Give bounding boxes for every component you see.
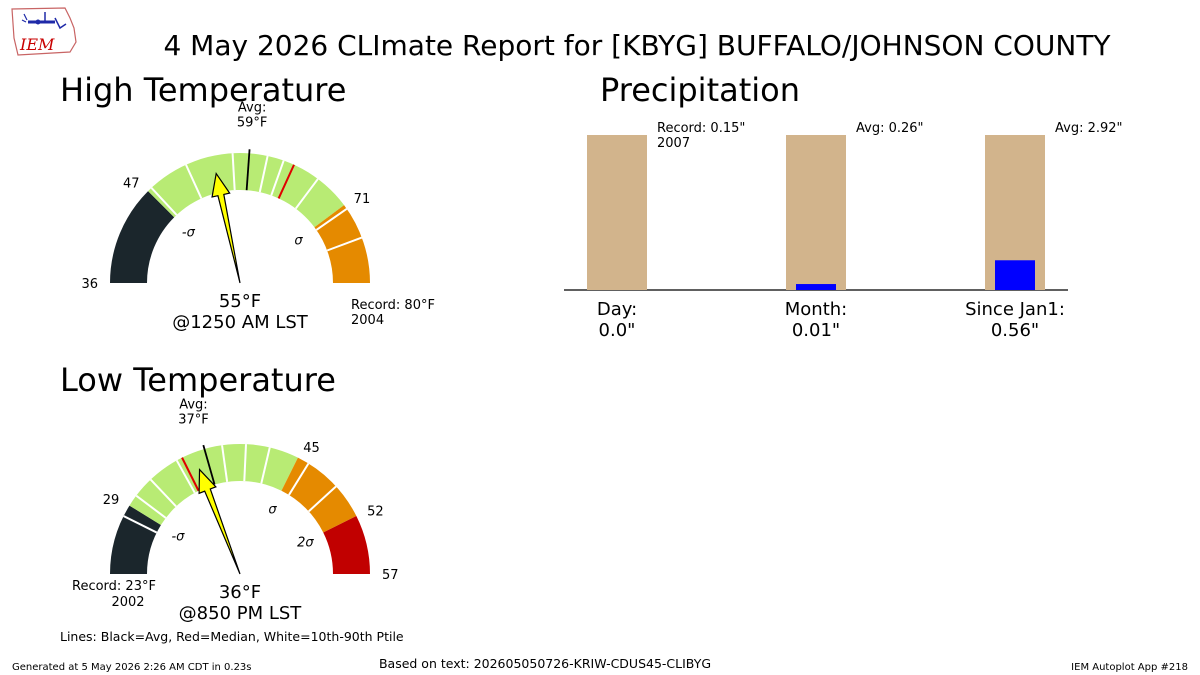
sigma-label-2: 2σ	[297, 535, 314, 550]
precip-reference-label-0: Record: 0.15" 2007	[657, 121, 745, 151]
percentile-line-0	[123, 515, 158, 534]
sigma-label-0: -σ	[182, 225, 196, 240]
percentile-line-4	[221, 445, 229, 483]
precip-category-label-1: Month: 0.01"	[785, 299, 847, 341]
percentile-line-2	[231, 153, 236, 191]
tick-label-36: 36	[81, 277, 98, 292]
precip-reference-bar-1	[786, 135, 846, 290]
precip-reference-label-2: Avg: 2.92"	[1055, 121, 1123, 136]
low-temperature-gauge: Avg: 37°F 29 45 52 57 -σ σ 2σ Record: 23°F 2002 36°…	[72, 397, 399, 624]
generated-note: Generated at 5 May 2026 2:26 AM CDT in 0…	[12, 662, 252, 673]
source-note: Based on text: 202605050726-KRIW-CDUS45-…	[379, 656, 711, 671]
observed-time: @1250 AM LST	[172, 312, 309, 333]
percentile-line-7	[288, 462, 310, 496]
precip-reference-bar-0	[587, 135, 647, 290]
percentile-line-5	[243, 444, 248, 482]
percentile-line-3	[175, 459, 196, 494]
tick-label-57: 57	[382, 568, 399, 583]
observed-value: 55°F	[219, 291, 261, 312]
percentile-line-6	[260, 447, 271, 484]
precip-category-label-2: Since Jan1: 0.56"	[965, 299, 1065, 341]
median-line	[277, 164, 295, 199]
percentile-line-3	[258, 155, 269, 193]
legend-note: Lines: Black=Avg, Red=Median, White=10th…	[60, 629, 404, 644]
percentile-line-1	[135, 494, 167, 519]
app-note: IEM Autoplot App #218	[1071, 662, 1188, 673]
average-line	[202, 444, 216, 485]
tick-label-45: 45	[303, 441, 320, 456]
average-label: Avg: 59°F	[237, 100, 268, 130]
percentile-line-2	[149, 478, 177, 508]
gauge-segment-3	[323, 516, 370, 574]
needle	[198, 468, 241, 575]
precip-category-label-0: Day: 0.0"	[597, 299, 637, 341]
observed-time: @850 PM LST	[179, 603, 303, 624]
percentile-line-0	[150, 187, 178, 216]
median-line	[181, 457, 200, 492]
low-temperature-title: Low Temperature	[60, 361, 336, 399]
tick-label-29: 29	[103, 493, 120, 508]
iem-logo-text: IEM	[19, 35, 55, 54]
precip-observed-bar-1	[796, 284, 836, 290]
record-label: Record: 23°F 2002	[72, 579, 156, 610]
gauge-segment-0	[110, 191, 175, 283]
observed-value: 36°F	[219, 582, 261, 603]
precipitation-bar-chart: Record: 0.15" 2007 Day: 0.0" Avg: 0.26" Month…	[564, 121, 1123, 341]
sigma-label-1: σ	[268, 503, 277, 518]
percentile-line-7	[326, 236, 363, 252]
precip-reference-label-1: Avg: 0.26"	[856, 121, 924, 136]
average-label: Avg: 37°F	[178, 397, 209, 427]
gauge-segment-0	[110, 505, 161, 574]
percentile-line-4	[270, 160, 285, 196]
tick-label-71: 71	[354, 192, 371, 207]
page-title: 4 May 2026 CLImate Report for [KBYG] BUF…	[163, 29, 1111, 62]
tick-label-47: 47	[123, 177, 140, 192]
precip-observed-bar-2	[995, 260, 1035, 290]
percentile-line-8	[308, 485, 337, 513]
average-line	[245, 149, 251, 191]
percentile-line-5	[294, 178, 319, 210]
needle	[211, 172, 241, 284]
record-label: Record: 80°F 2004	[351, 298, 435, 328]
tick-label-52: 52	[367, 505, 384, 520]
iem-logo: IEM	[11, 7, 77, 56]
sigma-label-0: -σ	[171, 530, 185, 545]
percentile-line-6	[315, 208, 348, 231]
gauge-segment-2	[281, 457, 357, 533]
sigma-label-1: σ	[294, 233, 303, 248]
percentile-line-1	[185, 164, 203, 199]
high-temperature-gauge: Avg: 59°F 36 47 71 -σ σ Record: 80°F 2004 55°F@12…	[81, 100, 435, 333]
precipitation-title: Precipitation	[600, 71, 800, 109]
high-temperature-title: High Temperature	[60, 71, 346, 109]
